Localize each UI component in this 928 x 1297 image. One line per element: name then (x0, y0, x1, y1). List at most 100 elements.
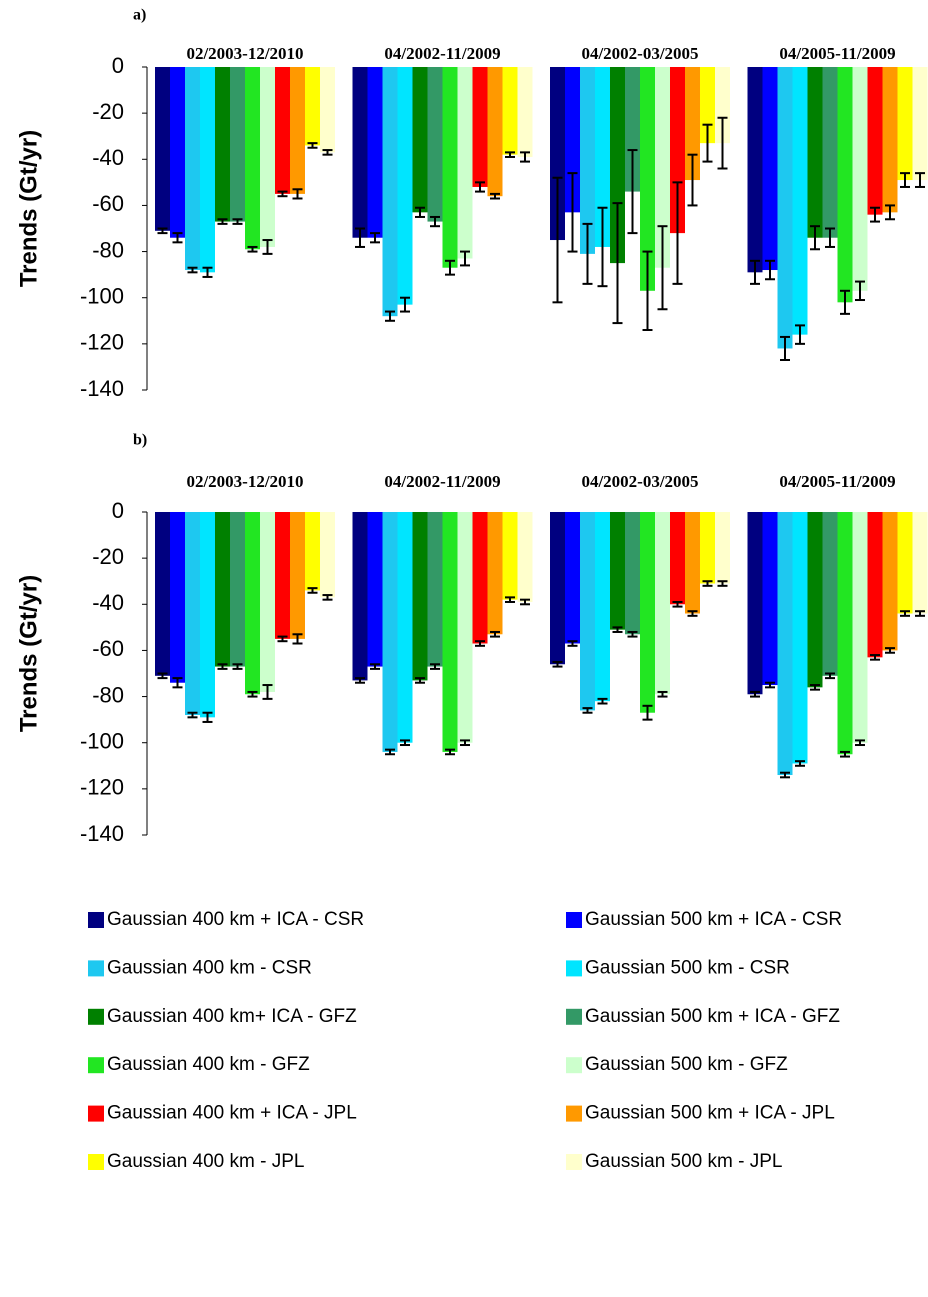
error-bar (657, 225, 668, 311)
bar (912, 67, 928, 181)
bar (502, 67, 518, 155)
y-tick-label: -100 (80, 284, 124, 309)
bar (260, 67, 275, 247)
bar (275, 67, 290, 194)
error-bar (672, 181, 683, 285)
error-bar (385, 748, 395, 756)
error-bar (385, 310, 395, 322)
y-tick-label: -20 (92, 99, 124, 124)
error-bar (322, 594, 333, 601)
error-bar (780, 771, 790, 779)
bar (747, 67, 763, 273)
error-bar (445, 259, 455, 276)
bar (837, 67, 853, 303)
error-bar (855, 280, 865, 302)
legend-swatch (566, 1057, 582, 1074)
bar (320, 67, 335, 153)
legend-swatch (566, 1154, 582, 1170)
error-bar (292, 633, 303, 645)
y-tick-label: 0 (112, 53, 124, 78)
y-tick-label: -120 (80, 775, 124, 800)
error-bar (505, 596, 515, 603)
bar (155, 512, 170, 676)
error-bar (307, 587, 318, 594)
bar (305, 67, 320, 146)
bar (412, 512, 428, 681)
error-bar (900, 172, 910, 188)
bar (595, 67, 610, 247)
bar (427, 512, 443, 667)
error-bar (870, 206, 880, 223)
y-tick-label: -40 (92, 145, 124, 170)
bar (655, 512, 670, 695)
bar (352, 67, 368, 238)
bar (610, 67, 625, 264)
bar (230, 512, 245, 667)
bar (170, 67, 185, 238)
error-bar (765, 681, 775, 689)
category-label: 04/2005-11/2009 (779, 472, 895, 491)
bar (610, 512, 625, 630)
error-bar (217, 218, 228, 225)
error-bar (582, 222, 593, 285)
bar (595, 512, 610, 702)
bar (550, 512, 565, 665)
bar (200, 67, 215, 273)
y-tick-label: -20 (92, 544, 124, 569)
bar (517, 67, 533, 157)
error-bar (840, 750, 850, 758)
error-bar (400, 296, 410, 313)
error-bar (717, 116, 728, 170)
bar (837, 512, 853, 755)
error-bar (582, 707, 593, 714)
bar (685, 512, 700, 614)
error-bar (157, 672, 168, 680)
error-bar (855, 739, 865, 747)
bar (852, 67, 868, 291)
error-bar (322, 149, 333, 156)
bar (230, 67, 245, 222)
error-bar (430, 215, 440, 228)
y-tick-label: -80 (92, 237, 124, 262)
bar (457, 67, 473, 259)
legend-label: Gaussian 400 km - GFZ (107, 1054, 310, 1075)
error-bar (750, 690, 760, 698)
legend-label: Gaussian 500 km - CSR (585, 957, 790, 978)
bar (320, 512, 335, 598)
error-bar (642, 704, 653, 721)
error-bar (627, 630, 638, 638)
error-bar (612, 626, 623, 633)
error-bar (642, 250, 653, 332)
error-bar (657, 690, 668, 698)
bar (185, 512, 200, 716)
bar (170, 512, 185, 683)
error-bar (262, 684, 273, 700)
bar (382, 67, 398, 317)
error-bar (915, 172, 925, 188)
bar (275, 512, 290, 639)
y-tick-label: -60 (92, 636, 124, 661)
y-tick-label: -100 (80, 729, 124, 754)
panel-label: a) (133, 7, 146, 24)
bar (897, 512, 913, 614)
legend-swatch (566, 1008, 582, 1025)
legend-label: Gaussian 500 km - GFZ (585, 1054, 788, 1075)
legend-swatch (566, 912, 582, 928)
legend-label: Gaussian 500 km + ICA - JPL (585, 1103, 835, 1124)
error-bar (307, 142, 318, 149)
category-label: 02/2003-12/2010 (186, 472, 303, 491)
error-bar (702, 123, 713, 163)
error-bar (187, 266, 198, 274)
error-bar (355, 227, 365, 248)
legend-swatch (88, 1154, 104, 1170)
legend-label: Gaussian 500 km + ICA - CSR (585, 909, 842, 930)
error-bar (567, 172, 578, 253)
error-bar (157, 227, 168, 235)
bar (352, 512, 368, 681)
bar (670, 67, 685, 234)
bar (245, 512, 260, 695)
error-bar (475, 181, 485, 193)
error-bar (870, 654, 880, 661)
bar (290, 512, 305, 639)
